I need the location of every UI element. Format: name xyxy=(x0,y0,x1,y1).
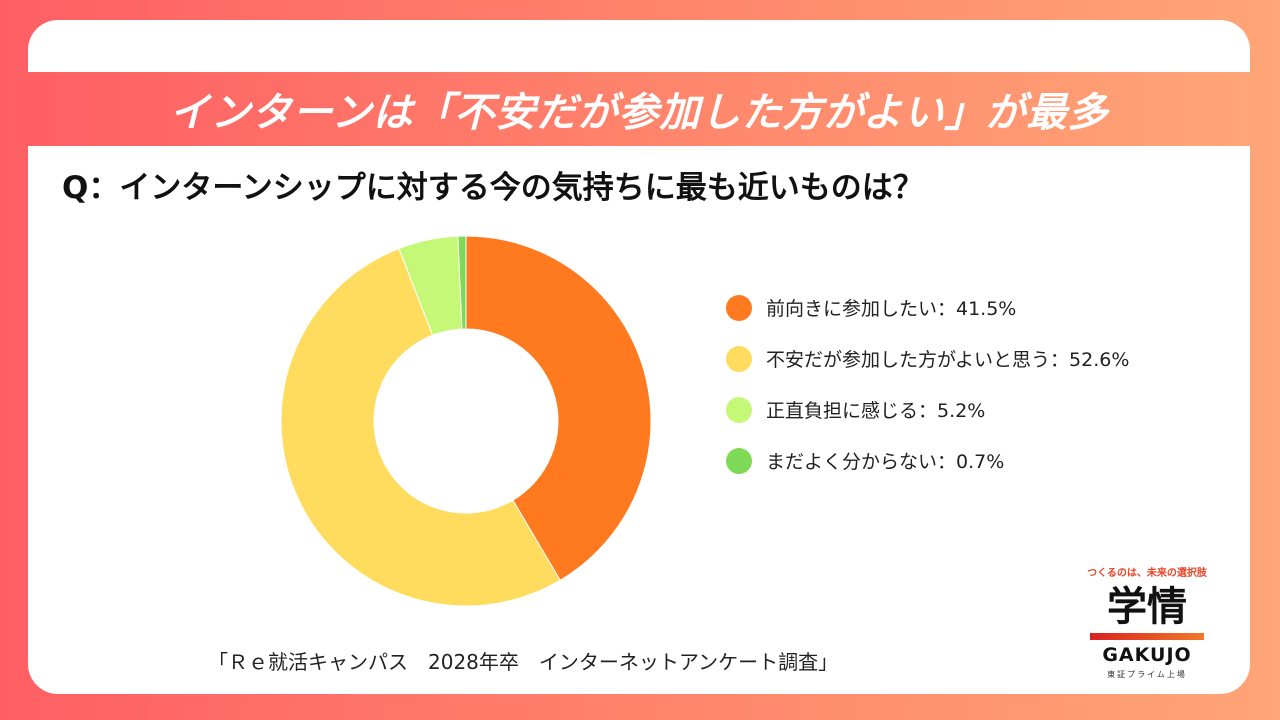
logo-kanji: 学情 xyxy=(1107,584,1187,630)
logo-english: GAKUJO xyxy=(1102,644,1192,666)
legend-item: 不安だが参加した方がよいと思う：52.6% xyxy=(726,333,1206,384)
legend-label: 前向きに参加したい：41.5% xyxy=(766,298,1017,320)
legend-label: まだよく分からない：0.7% xyxy=(766,451,1005,473)
legend-item: 正直負担に感じる：5.2% xyxy=(726,384,1206,435)
donut-slice-4 xyxy=(457,235,467,330)
title-banner: インターンは「不安だが参加した方がよい」が最多 xyxy=(28,72,1250,146)
donut-slice-2 xyxy=(280,247,561,607)
legend-item: まだよく分からない：0.7% xyxy=(726,435,1206,486)
legend-dot xyxy=(726,294,752,321)
legend-label: 正直負担に感じる：5.2% xyxy=(766,400,986,422)
banner-title: インターンは「不安だが参加した方がよい」が最多 xyxy=(169,90,1109,136)
legend-item: 前向きに参加したい：41.5% xyxy=(726,282,1206,333)
legend-dot xyxy=(726,396,752,423)
logo-bar xyxy=(1090,633,1204,640)
chart-legend: 前向きに参加したい：41.5% 不安だが参加した方がよいと思う：52.6% 正直… xyxy=(726,282,1206,486)
logo-sub: 東証プライム上場 xyxy=(1107,670,1187,679)
slide-card: インターンは「不安だが参加した方がよい」が最多 Q：インターンシップに対する今の… xyxy=(28,20,1250,694)
donut-chart xyxy=(280,235,652,607)
donut-slice-1 xyxy=(465,235,652,581)
gakujo-logo: つくるのは、未来の選択肢 学情 GAKUJO 東証プライム上場 xyxy=(1074,564,1220,688)
legend-dot xyxy=(726,345,752,372)
legend-label: 不安だが参加した方がよいと思う：52.6% xyxy=(766,349,1130,371)
question-text: Q：インターンシップに対する今の気持ちに最も近いものは？ xyxy=(62,170,924,206)
logo-tagline: つくるのは、未来の選択肢 xyxy=(1087,568,1207,579)
legend-dot xyxy=(726,447,752,474)
source-note: 「Ｒｅ就活キャンパス 2028年卒 インターネットアンケート調査」 xyxy=(208,650,839,674)
